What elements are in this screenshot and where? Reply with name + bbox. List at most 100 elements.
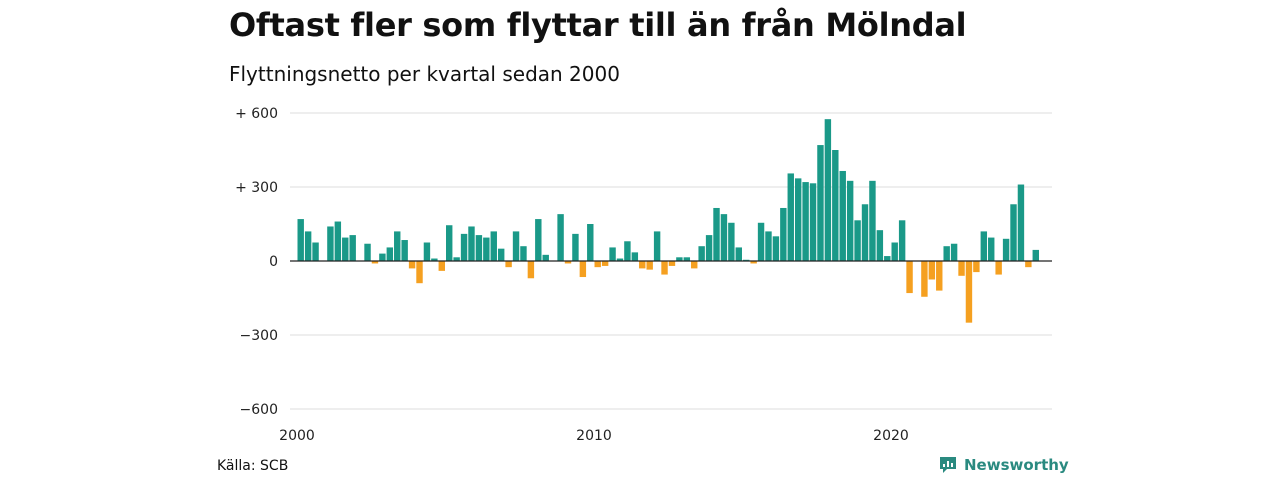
bar	[965, 261, 973, 323]
bar	[379, 253, 386, 261]
bar	[527, 261, 535, 279]
bar	[312, 242, 319, 261]
bar	[780, 207, 787, 261]
bar	[408, 261, 416, 269]
bar	[616, 258, 624, 261]
bar	[1002, 238, 1010, 261]
bar	[750, 261, 757, 264]
x-tick-label: 2000	[279, 428, 315, 444]
bar	[906, 261, 913, 294]
bar	[512, 231, 520, 261]
bar	[542, 254, 549, 261]
bar	[460, 233, 468, 261]
bar	[876, 230, 884, 261]
bar	[431, 258, 438, 261]
bar	[683, 257, 691, 261]
bar	[401, 240, 408, 261]
bar	[861, 204, 869, 261]
bar	[609, 247, 616, 261]
bar	[728, 222, 735, 261]
bar	[713, 207, 720, 261]
bar	[765, 231, 772, 261]
bar	[891, 242, 898, 261]
bar	[802, 182, 809, 261]
newsworthy-logo: Newsworthy	[938, 455, 1069, 475]
newsworthy-logo-text: Newsworthy	[964, 456, 1069, 474]
bar	[490, 231, 497, 261]
bar	[446, 225, 453, 261]
bar	[691, 261, 698, 269]
bar	[824, 119, 832, 261]
bar	[661, 261, 668, 275]
y-tick-label: −600	[240, 402, 278, 418]
source-label: Källa: SCB	[217, 458, 289, 474]
bar	[364, 243, 371, 261]
bar	[1017, 184, 1025, 261]
bar	[743, 259, 750, 261]
bar	[928, 261, 936, 280]
bar	[483, 237, 490, 261]
bar	[624, 241, 631, 261]
chart-subtitle: Flyttningsnetto per kvartal sedan 2000	[229, 62, 620, 86]
bar	[809, 183, 817, 261]
bar	[475, 235, 483, 261]
bar	[601, 261, 609, 266]
bar	[936, 261, 943, 291]
bar	[772, 236, 780, 261]
y-tick-label: + 600	[235, 106, 278, 122]
bar	[438, 261, 445, 271]
bar	[854, 220, 861, 261]
bar	[846, 180, 854, 261]
y-tick-label: + 300	[235, 180, 278, 196]
bar	[705, 235, 713, 261]
chart-title: Oftast fler som flyttar till än från Möl…	[229, 6, 967, 44]
bar	[371, 261, 379, 264]
x-tick-label: 2010	[576, 428, 612, 444]
bar	[817, 145, 824, 261]
bar	[639, 261, 646, 269]
bar	[757, 222, 765, 261]
bar	[497, 248, 505, 261]
bar	[579, 261, 587, 278]
bar	[698, 246, 705, 261]
bar	[988, 237, 995, 261]
bar	[676, 257, 683, 261]
y-tick-label: 0	[269, 254, 278, 270]
bar	[832, 150, 839, 261]
bar	[995, 261, 1002, 275]
bar	[839, 170, 846, 261]
bar	[1010, 204, 1017, 261]
bar	[520, 246, 527, 261]
bar	[794, 178, 802, 261]
newsworthy-logo-icon	[940, 457, 956, 473]
bar	[1032, 249, 1039, 261]
bar	[1025, 261, 1032, 268]
x-tick-label: 2020	[873, 428, 909, 444]
bar	[564, 261, 572, 264]
bar	[572, 233, 579, 261]
bar	[898, 220, 906, 261]
bar	[342, 237, 349, 261]
bar	[394, 231, 401, 261]
bar	[631, 252, 639, 261]
bar	[327, 226, 334, 261]
bar	[646, 261, 653, 270]
bar	[386, 247, 394, 261]
bar	[297, 219, 304, 261]
bar	[557, 214, 564, 261]
bar	[980, 231, 988, 261]
bar	[958, 261, 965, 276]
bar	[884, 256, 891, 261]
bar	[304, 231, 312, 261]
bar	[973, 261, 980, 273]
bar	[869, 180, 876, 261]
bar	[943, 246, 950, 261]
bar	[735, 247, 742, 261]
bar	[505, 261, 512, 268]
bar	[416, 261, 423, 284]
bar	[334, 221, 342, 261]
bar	[468, 226, 475, 261]
bar	[668, 261, 676, 266]
bar	[950, 243, 958, 261]
